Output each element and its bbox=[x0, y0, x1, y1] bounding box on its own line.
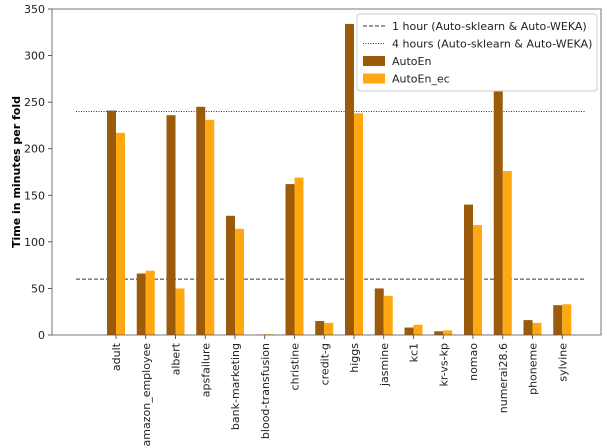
legend: 1 hour (Auto-sklearn & Auto-WEKA) 4 hours… bbox=[356, 13, 598, 92]
bar-autoen-ec-sylvine bbox=[562, 304, 572, 335]
bar-autoen-ec-adult bbox=[116, 132, 125, 335]
x-tick-label: nomao bbox=[467, 343, 480, 381]
bars bbox=[107, 23, 572, 335]
x-tick-label: apsfailure bbox=[199, 343, 212, 397]
bar-autoen-numerai28-6 bbox=[493, 90, 503, 335]
x-tick-label: kc1 bbox=[408, 343, 421, 362]
bar-autoen-ec-phoneme bbox=[532, 322, 542, 335]
x-tick-label: sylvine bbox=[556, 343, 569, 382]
bar-autoen-ec-apsfailure bbox=[205, 119, 215, 335]
bar-autoen-ec-credit-g bbox=[324, 322, 334, 335]
bar-autoen-ec-higgs bbox=[354, 113, 363, 335]
bar-autoen-albert bbox=[166, 115, 176, 335]
bar-autoen-adult bbox=[107, 110, 116, 335]
legend-label: 1 hour (Auto-sklearn & Auto-WEKA) bbox=[392, 20, 587, 33]
x-tick-label: albert bbox=[170, 342, 183, 375]
bar-autoen-ec-albert bbox=[175, 288, 185, 335]
legend-label: 4 hours (Auto-sklearn & Auto-WEKA) bbox=[392, 38, 592, 51]
bar-autoen-ec-bank-marketing bbox=[235, 228, 244, 335]
x-tick-label: bank-marketing bbox=[229, 343, 242, 430]
bar-autoen-ec-numerai28-6 bbox=[502, 171, 512, 335]
bar-autoen-ec-amazon-employee bbox=[145, 270, 155, 335]
y-tick-label: 100 bbox=[24, 236, 45, 249]
legend-swatch-patch bbox=[363, 56, 385, 66]
x-tick-label: kr-vs-kp bbox=[437, 343, 450, 386]
x-tick-label: jasmine bbox=[378, 343, 391, 387]
bar-autoen-ec-christine bbox=[294, 177, 304, 335]
y-tick-label: 200 bbox=[24, 143, 45, 156]
bar-autoen-higgs bbox=[345, 23, 354, 335]
x-tick-label: higgs bbox=[348, 343, 361, 373]
x-tick-label: credit-g bbox=[318, 343, 331, 385]
y-axis-label: Time in minutes per fold bbox=[10, 96, 23, 248]
x-tick-label: amazon_employee bbox=[140, 343, 153, 447]
bar-autoen-credit-g bbox=[315, 321, 325, 335]
y-tick-label: 250 bbox=[24, 96, 45, 109]
y-tick-label: 300 bbox=[24, 50, 45, 63]
bar-autoen-ec-kc1 bbox=[413, 324, 423, 335]
bar-autoen-nomao bbox=[464, 204, 473, 335]
legend-box bbox=[356, 13, 598, 92]
bar-autoen-ec-nomao bbox=[473, 225, 482, 335]
y-axis-ticks: 0 50 100 150 200 250 300 350 bbox=[24, 3, 52, 342]
y-tick-label: 0 bbox=[38, 329, 45, 342]
x-axis-ticks: adult amazon_employee albert apsfailure bank… bbox=[110, 335, 569, 446]
bar-autoen-kr-vs-kp bbox=[434, 331, 444, 335]
bar-autoen-ec-jasmine bbox=[383, 295, 393, 335]
legend-label: AutoEn bbox=[392, 55, 431, 68]
plot-frame bbox=[51, 8, 602, 336]
x-tick-label: christine bbox=[289, 343, 302, 391]
bar-autoen-kc1 bbox=[404, 327, 414, 335]
legend-swatch-patch bbox=[363, 73, 385, 84]
bar-autoen-amazon-employee bbox=[136, 273, 146, 335]
bar-autoen-christine bbox=[285, 184, 295, 335]
x-tick-label: adult bbox=[110, 342, 123, 371]
y-tick-label: 50 bbox=[31, 282, 45, 295]
y-tick-label: 150 bbox=[24, 189, 45, 202]
bar-autoen-jasmine bbox=[374, 288, 384, 335]
bar-autoen-sylvine bbox=[553, 305, 563, 335]
x-tick-label: phoneme bbox=[527, 343, 540, 395]
bar-autoen-phoneme bbox=[523, 320, 533, 335]
bar-autoen-ec-kr-vs-kp bbox=[443, 330, 453, 335]
x-tick-label: numerai28.6 bbox=[497, 343, 510, 413]
legend-label: AutoEn_ec bbox=[392, 73, 450, 86]
bar-autoen-apsfailure bbox=[196, 106, 206, 335]
x-tick-label: blood-transfusion bbox=[259, 343, 272, 439]
y-tick-label: 350 bbox=[24, 3, 45, 16]
bar-autoen-bank-marketing bbox=[226, 215, 235, 335]
